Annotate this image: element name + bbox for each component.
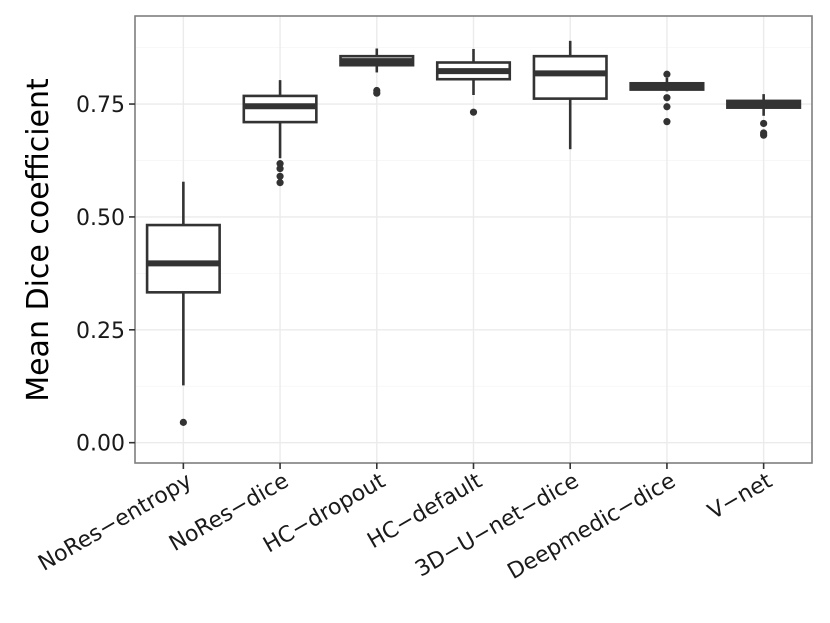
y-tick-label: 0.75 <box>76 93 125 118</box>
outlier-point <box>276 179 284 187</box>
y-tick-label: 0.25 <box>76 319 125 344</box>
y-tick-label: 0.50 <box>76 206 125 231</box>
outlier-point <box>663 103 671 111</box>
box-5 <box>629 70 705 126</box>
outlier-point <box>760 119 768 128</box>
box-4 <box>532 40 608 150</box>
y-axis: 0.00 0.25 0.50 0.75 <box>76 93 135 457</box>
box-iqr <box>532 54 608 100</box>
y-axis-title: Mean Dice coefficient <box>21 78 56 402</box>
outlier-point <box>663 118 671 126</box>
outlier-point <box>760 131 768 139</box>
y-tick-label: 0.00 <box>76 432 125 457</box>
box-3 <box>435 48 512 116</box>
outlier-point <box>276 160 284 168</box>
box-0 <box>145 181 221 426</box>
boxes <box>145 40 802 426</box>
outlier-point <box>179 418 187 426</box>
outlier-point <box>373 89 381 97</box>
box-1 <box>242 80 318 187</box>
box-2 <box>339 48 415 97</box>
outlier-point <box>469 108 478 116</box>
outlier-point <box>276 172 284 180</box>
outlier-point <box>276 165 284 173</box>
box-iqr <box>145 223 221 294</box>
outlier-point <box>663 94 671 102</box>
box-6 <box>726 94 802 139</box>
outlier-point <box>663 70 671 78</box>
